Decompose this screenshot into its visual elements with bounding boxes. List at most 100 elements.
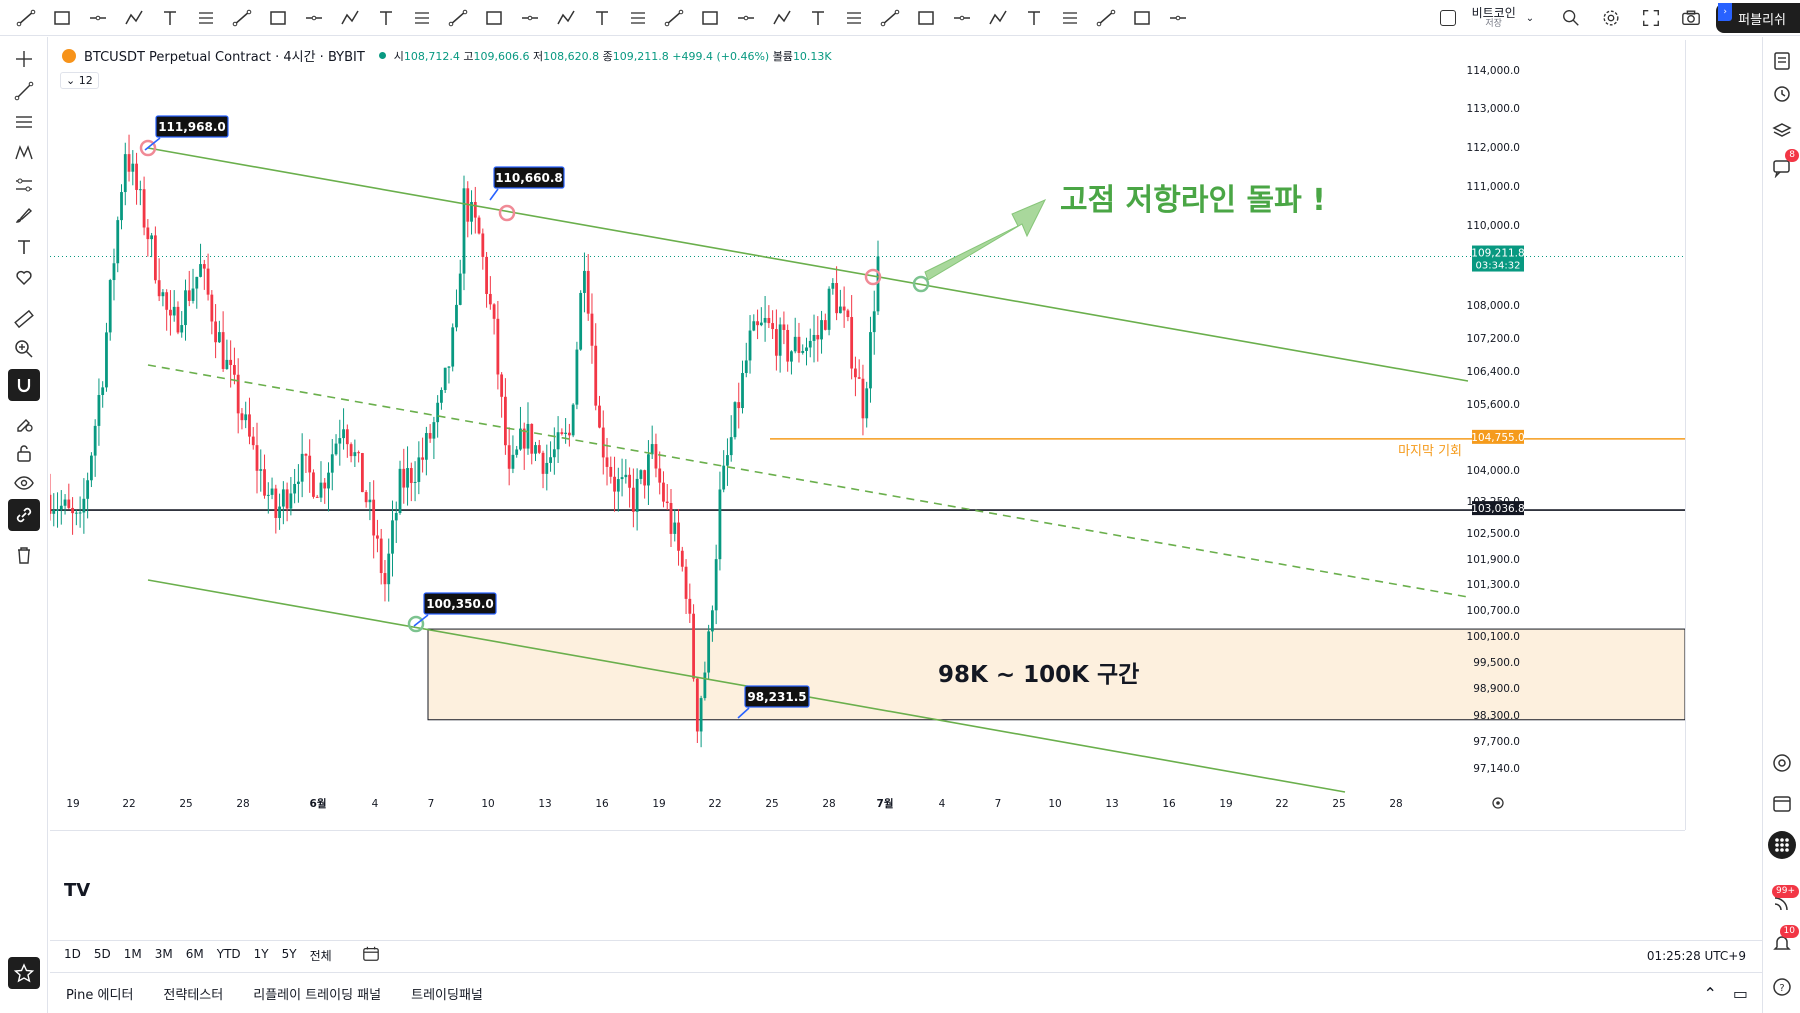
layout-checkbox-icon[interactable] bbox=[1439, 10, 1456, 26]
vertical-line-icon[interactable] bbox=[116, 2, 152, 34]
pivot-marker-1[interactable] bbox=[498, 204, 516, 222]
pattern-icon[interactable] bbox=[8, 137, 40, 169]
regression-icon[interactable] bbox=[404, 2, 440, 34]
lock-drawing-icon[interactable] bbox=[8, 407, 40, 439]
price-chart[interactable]: 111,968.0 110,660.8 100,350.0 98,231.5 고점 저항… bbox=[50, 40, 1760, 940]
low-price-callout-1[interactable]: 100,350.0 bbox=[413, 592, 497, 627]
favorites-star-icon[interactable] bbox=[8, 957, 40, 989]
range-button-2[interactable]: 1M bbox=[123, 947, 142, 961]
link-icon[interactable] bbox=[8, 499, 40, 531]
crosshair-icon[interactable] bbox=[8, 43, 40, 75]
gann-icon[interactable] bbox=[1160, 2, 1196, 34]
forecast-icon[interactable] bbox=[8, 169, 40, 201]
heart-icon[interactable] bbox=[8, 261, 40, 293]
text-icon[interactable] bbox=[8, 231, 40, 263]
publish-button[interactable]: › 퍼블리쉬 bbox=[1716, 3, 1800, 33]
horizontal-line-icon[interactable] bbox=[188, 2, 224, 34]
fib-circle-icon[interactable] bbox=[1124, 2, 1160, 34]
long-position-icon[interactable] bbox=[836, 2, 872, 34]
ellipse-icon[interactable] bbox=[512, 2, 548, 34]
bottom-tab-1[interactable]: 전략테스터 bbox=[163, 987, 224, 1003]
range-button-1[interactable]: 5D bbox=[93, 947, 111, 961]
brush-icon[interactable] bbox=[8, 199, 40, 231]
brush-icon[interactable] bbox=[548, 2, 584, 34]
zone-annotation[interactable]: 98K ~ 100K 구간 bbox=[938, 662, 1139, 688]
trash-icon[interactable] bbox=[8, 539, 40, 571]
zoom-in-icon[interactable] bbox=[8, 333, 40, 365]
info-line-icon[interactable] bbox=[80, 2, 116, 34]
indicators-collapse-toggle[interactable]: ⌄ 12 bbox=[60, 72, 99, 89]
range-button-7[interactable]: 5Y bbox=[281, 947, 297, 961]
abcde-icon[interactable] bbox=[728, 2, 764, 34]
axis-settings-icon[interactable] bbox=[1492, 797, 1504, 809]
magnet-icon[interactable] bbox=[8, 369, 40, 401]
range-button-3[interactable]: 3M bbox=[154, 947, 173, 961]
pivot-marker-3[interactable] bbox=[912, 275, 930, 293]
bottom-tab-3[interactable]: 트레이딩패널 bbox=[411, 987, 483, 1003]
chevron-down-icon[interactable]: ⌄ bbox=[1525, 12, 1535, 24]
range-button-8[interactable]: 전체 bbox=[309, 949, 332, 963]
watchlist-icon[interactable] bbox=[1768, 47, 1796, 75]
head-shoulders-icon[interactable] bbox=[764, 2, 800, 34]
breakout-annotation[interactable]: 고점 저항라인 돌파 ! bbox=[1060, 183, 1326, 218]
fib-retracement-icon[interactable] bbox=[8, 107, 40, 139]
anchored-icon[interactable] bbox=[944, 2, 980, 34]
fib-channel-icon[interactable] bbox=[656, 2, 692, 34]
feed-icon[interactable]: 99+ bbox=[1768, 885, 1799, 917]
range-button-6[interactable]: 1Y bbox=[253, 947, 269, 961]
fullscreen-icon[interactable] bbox=[1636, 3, 1666, 33]
fib-fan-icon[interactable] bbox=[1088, 2, 1124, 34]
apps-grid-icon[interactable] bbox=[1768, 831, 1796, 859]
fib-icon[interactable] bbox=[620, 2, 656, 34]
help-icon[interactable]: ? bbox=[1768, 973, 1796, 1001]
short-position-icon[interactable] bbox=[872, 2, 908, 34]
breakout-arrow[interactable] bbox=[924, 199, 1047, 281]
symbol-title[interactable]: BTCUSDT Perpetual Contract · 4시간 · BYBIT bbox=[84, 50, 365, 65]
goto-date-icon[interactable] bbox=[362, 945, 380, 966]
chevron-up-icon[interactable]: ⌃ bbox=[1703, 983, 1717, 1003]
pivot-marker-2[interactable] bbox=[864, 268, 882, 286]
cross-line-icon[interactable] bbox=[296, 2, 332, 34]
range-button-5[interactable]: YTD bbox=[216, 947, 241, 961]
text-tool-icon[interactable] bbox=[332, 2, 368, 34]
date-price-range-icon[interactable] bbox=[368, 2, 404, 34]
rectangle-icon[interactable] bbox=[224, 2, 260, 34]
calendar-icon[interactable] bbox=[1768, 789, 1796, 817]
channel-icon[interactable] bbox=[476, 2, 512, 34]
lock-icon[interactable] bbox=[8, 437, 40, 469]
sign-icon[interactable] bbox=[1052, 2, 1088, 34]
time-axis[interactable]: 19 22 25 28 6월 4 7 10 13 16 19 22 25 28 7월 4 7 10 13 16 19 22… bbox=[50, 797, 1685, 831]
xabcd-icon[interactable] bbox=[800, 2, 836, 34]
target-icon[interactable] bbox=[1768, 749, 1796, 777]
ruler-icon[interactable] bbox=[8, 303, 40, 335]
notifications-bell-icon[interactable]: 10 bbox=[1768, 925, 1799, 957]
pivot-marker-4[interactable] bbox=[407, 615, 425, 633]
high-price-callout-2[interactable]: 110,660.8 bbox=[489, 166, 565, 201]
bottom-tab-2[interactable]: 리플레이 트레이딩 패널 bbox=[253, 987, 382, 1003]
low-price-callout-2[interactable]: 98,231.5 bbox=[737, 685, 810, 719]
chart-pane[interactable]: 111,968.0 110,660.8 100,350.0 98,231.5 고점 저항… bbox=[50, 40, 1760, 940]
grid-icon[interactable] bbox=[260, 2, 296, 34]
text-icon[interactable] bbox=[584, 2, 620, 34]
chat-icon[interactable]: 8 bbox=[1768, 149, 1799, 181]
pitchfork-icon[interactable] bbox=[440, 2, 476, 34]
pivot-marker-0[interactable] bbox=[139, 139, 157, 157]
flag-icon[interactable] bbox=[908, 2, 944, 34]
mid-channel-dashed-line[interactable] bbox=[147, 364, 1469, 598]
extended-line-icon[interactable] bbox=[152, 2, 188, 34]
quick-search-icon[interactable] bbox=[1556, 3, 1586, 33]
layers-icon[interactable] bbox=[1768, 117, 1796, 145]
ray-icon[interactable] bbox=[44, 2, 80, 34]
price-axis[interactable]: 114,000.0 113,000.0 112,000.0 111,000.0 110,… bbox=[1467, 40, 1686, 830]
support-zone-box[interactable] bbox=[427, 628, 1686, 721]
settings-gear-icon[interactable] bbox=[1596, 3, 1626, 33]
camera-icon[interactable] bbox=[1676, 3, 1706, 33]
trend-line-icon[interactable] bbox=[8, 2, 44, 34]
callout-icon[interactable] bbox=[980, 2, 1016, 34]
price-note-icon[interactable] bbox=[1016, 2, 1052, 34]
resistance-trendline[interactable] bbox=[147, 147, 1469, 382]
clock-timezone[interactable]: 01:25:28 UTC+9 bbox=[1646, 948, 1746, 963]
maximize-panel-icon[interactable]: ▭ bbox=[1732, 983, 1748, 1003]
abcd-icon[interactable] bbox=[692, 2, 728, 34]
high-price-callout-1[interactable]: 111,968.0 bbox=[144, 115, 229, 151]
